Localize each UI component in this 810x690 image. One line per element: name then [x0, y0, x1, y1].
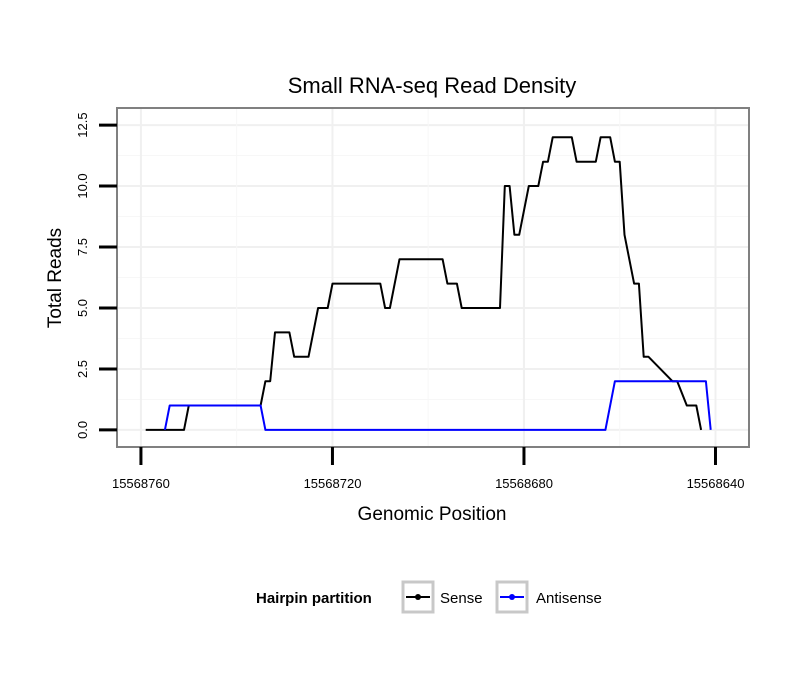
legend-key-point-antisense [509, 594, 515, 600]
legend-title: Hairpin partition [256, 590, 372, 607]
y-tick-label: 5.0 [75, 299, 90, 317]
series-layer [145, 136, 712, 431]
series-line-antisense [163, 380, 712, 431]
y-axis-title: Total Reads [45, 228, 66, 328]
y-tick-label: 2.5 [75, 360, 90, 378]
y-tick-label: 12.5 [75, 112, 90, 137]
x-tick-label: 15568720 [304, 476, 362, 491]
chart-title: Small RNA-seq Read Density [288, 73, 577, 98]
y-tick-label: 10.0 [75, 173, 90, 198]
x-tick-label: 15568760 [112, 476, 170, 491]
legend-key-box-antisense [495, 580, 529, 614]
x-axis-title: Genomic Position [358, 504, 507, 525]
x-tick-label: 15568640 [687, 476, 745, 491]
x-tick-label: 15568680 [495, 476, 553, 491]
legend-key-point-sense [415, 594, 421, 600]
y-tick-label: 7.5 [75, 238, 90, 256]
plot-panel-border [116, 107, 750, 448]
legend-label-sense: Sense [440, 590, 483, 607]
legend: Hairpin partition Sense Antisense [256, 580, 602, 614]
legend-label-antisense: Antisense [536, 590, 602, 607]
legend-key-box-sense [401, 580, 435, 614]
legend-item-sense[interactable]: Sense [401, 580, 483, 614]
y-axis: 0.0 2.5 5.0 7.5 10.0 12.5 [75, 112, 117, 439]
grid [117, 108, 749, 447]
x-axis: 15568760 15568720 15568680 15568640 [112, 447, 744, 491]
y-tick-label: 0.0 [75, 421, 90, 439]
series-line-sense [145, 136, 703, 431]
legend-item-antisense[interactable]: Antisense [495, 580, 602, 614]
